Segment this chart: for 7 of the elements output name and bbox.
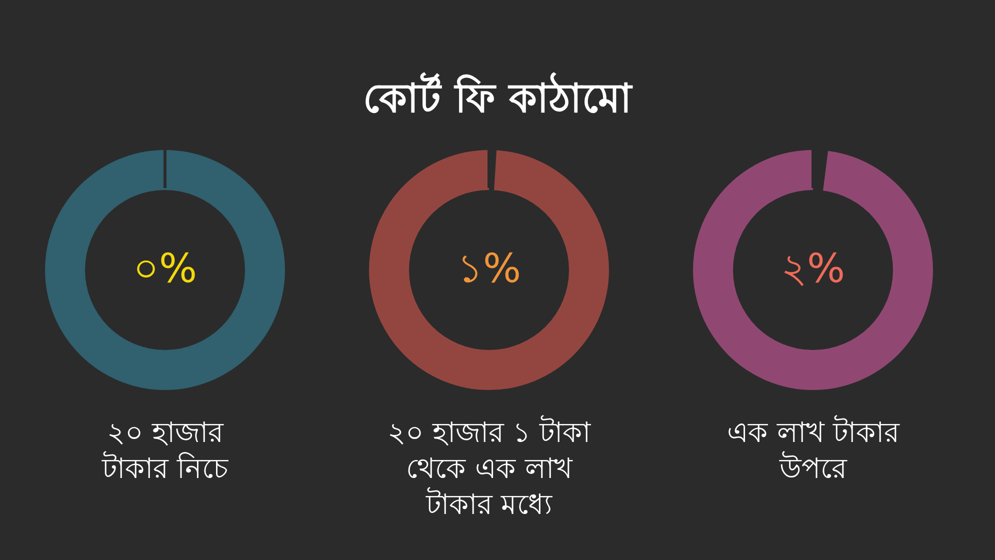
category-label: ২০ হাজার টাকার নিচে <box>101 416 229 485</box>
data-label: ২% <box>780 246 846 292</box>
category-label: এক লাখ টাকার উপরে <box>727 415 900 485</box>
category-label: ২০ হাজার ১ টাকা থেকে এক লাখ টাকার মধ্যে <box>388 415 592 521</box>
data-label: ১% <box>456 246 522 292</box>
data-label: ০% <box>132 246 198 292</box>
text: কোর্ট ফি কাঠামো <box>363 72 633 122</box>
